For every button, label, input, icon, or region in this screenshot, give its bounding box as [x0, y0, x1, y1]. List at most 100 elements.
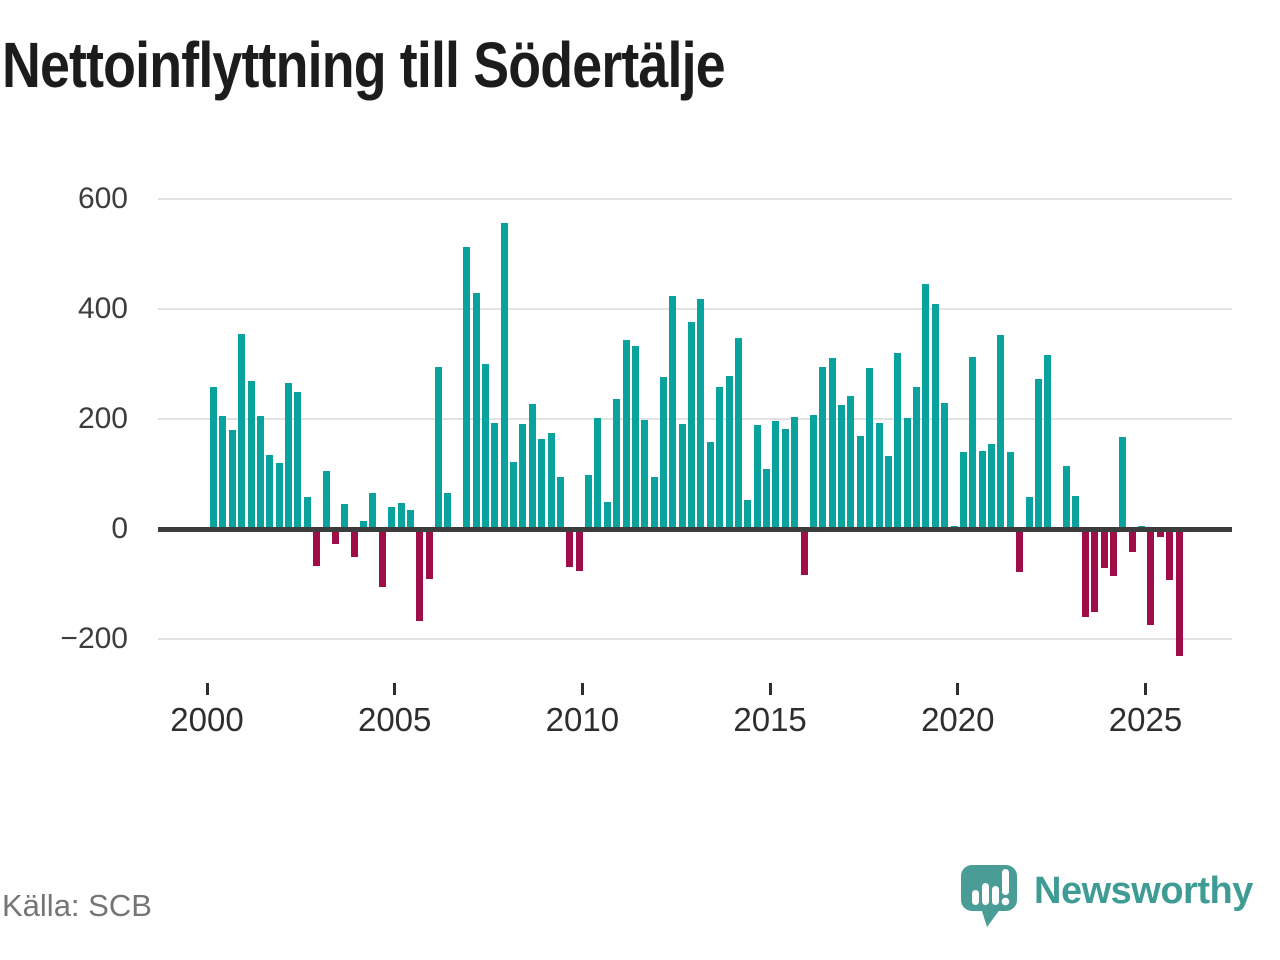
bar-2006-Q2: [444, 493, 452, 530]
bar-2015-Q3: [791, 416, 799, 529]
bar-2021-Q2: [1006, 452, 1014, 529]
bar-2020-Q2: [969, 356, 977, 530]
bar-2007-Q1: [472, 292, 480, 529]
bar-2016-Q1: [809, 414, 817, 529]
bar-2010-Q3: [603, 502, 611, 530]
x-axis-tick: [205, 683, 209, 695]
bar-2013-Q1: [697, 299, 705, 529]
bar-2024-Q2: [1119, 437, 1127, 529]
bar-2018-Q1: [884, 455, 892, 530]
bar-2021-Q4: [1025, 497, 1033, 529]
bar-2014-Q1: [734, 338, 742, 529]
bar-2006-Q1: [435, 366, 442, 530]
bar-2021-Q1: [997, 335, 1005, 529]
x-axis-tick: [580, 683, 584, 695]
bar-2007-Q2: [481, 364, 489, 529]
bar-2002-Q1: [285, 383, 292, 530]
bar-2003-Q4: [350, 529, 358, 557]
bar-2003-Q3: [341, 504, 349, 530]
bar-2001-Q4: [275, 463, 283, 529]
x-axis-tick-label: 2020: [921, 701, 995, 738]
bar-2017-Q4: [875, 422, 883, 530]
bar-2014-Q4: [763, 469, 771, 530]
bar-2004-Q4: [388, 507, 396, 529]
x-axis-tick: [393, 683, 397, 695]
bar-2022-Q2: [1044, 354, 1052, 529]
bar-2002-Q3: [303, 497, 311, 529]
bar-2014-Q3: [753, 424, 761, 529]
bar-2005-Q3: [416, 529, 424, 622]
y-gridline: [158, 638, 1232, 640]
bar-2025-Q4: [1175, 529, 1183, 656]
bar-2013-Q2: [706, 442, 714, 529]
bar-2019-Q1: [922, 284, 930, 530]
bar-2020-Q3: [978, 451, 986, 529]
bar-2019-Q2: [931, 303, 939, 529]
bar-2006-Q4: [463, 246, 471, 529]
bar-2008-Q1: [510, 462, 517, 529]
bar-2000-Q1: [210, 387, 217, 529]
bar-2001-Q3: [266, 454, 274, 530]
bar-2012-Q2: [669, 295, 677, 529]
bar-2025-Q1: [1147, 529, 1155, 626]
bar-2023-Q4: [1100, 529, 1108, 568]
y-axis-tick-label: 400: [77, 292, 128, 325]
page-title: Nettoinflyttning till Södertälje: [2, 29, 726, 101]
bar-2004-Q2: [369, 493, 377, 530]
x-axis-tick-label: 2025: [1108, 701, 1183, 738]
x-axis-tick-label: 2015: [733, 701, 807, 738]
bar-2017-Q1: [847, 395, 855, 529]
bar-2000-Q4: [238, 333, 246, 530]
bar-2005-Q2: [406, 509, 414, 530]
x-axis-tick: [768, 683, 772, 695]
bar-2008-Q4: [538, 439, 546, 530]
y-axis-tick-label: 600: [77, 182, 128, 215]
bar-2001-Q2: [256, 416, 264, 530]
bar-2000-Q2: [219, 416, 227, 530]
bar-2002-Q2: [294, 391, 302, 529]
bar-2020-Q4: [988, 443, 995, 530]
bar-2023-Q2: [1081, 529, 1089, 617]
x-axis-tick: [956, 683, 960, 695]
bar-2022-Q4: [1063, 466, 1070, 529]
bar-2004-Q1: [360, 520, 367, 530]
bar-2010-Q1: [585, 475, 592, 529]
bar-2018-Q3: [903, 417, 911, 529]
bar-2021-Q3: [1016, 529, 1024, 572]
bar-2009-Q3: [566, 529, 574, 567]
y-axis-tick-label: 0: [111, 512, 128, 545]
bar-2015-Q1: [772, 421, 780, 529]
zero-axis-line: [158, 527, 1232, 532]
bar-2015-Q4: [800, 529, 808, 575]
y-axis-tick-label: 200: [77, 402, 128, 435]
bar-2023-Q1: [1072, 496, 1080, 529]
source-label: Källa: SCB: [2, 888, 152, 923]
bar-2020-Q1: [959, 452, 967, 529]
bar-2017-Q2: [856, 435, 864, 529]
bar-2007-Q3: [491, 422, 499, 530]
bar-2008-Q2: [519, 423, 527, 529]
bar-2002-Q4: [313, 529, 321, 566]
bar-2009-Q4: [575, 529, 583, 571]
bar-2000-Q3: [228, 430, 236, 529]
bar-2016-Q3: [828, 357, 836, 529]
bar-2001-Q1: [247, 380, 255, 529]
bar-2018-Q4: [913, 387, 921, 529]
y-gridline: [158, 308, 1232, 310]
bar-2015-Q2: [781, 428, 789, 529]
x-axis-tick-label: 2000: [170, 701, 244, 738]
bar-2016-Q4: [838, 404, 846, 529]
bar-2011-Q4: [650, 477, 658, 529]
bar-2013-Q3: [716, 387, 724, 529]
bar-2024-Q1: [1109, 529, 1117, 576]
bar-chart-speech-bubble-icon: [961, 865, 1017, 927]
bar-2019-Q3: [941, 402, 949, 529]
newsworthy-logo: Newsworthy: [958, 860, 1278, 932]
bar-2013-Q4: [725, 375, 733, 529]
bar-2009-Q1: [547, 432, 555, 530]
bar-2011-Q2: [631, 345, 639, 530]
bar-2025-Q2: [1156, 529, 1164, 538]
bar-2008-Q3: [528, 404, 536, 529]
bar-2011-Q3: [641, 419, 649, 530]
